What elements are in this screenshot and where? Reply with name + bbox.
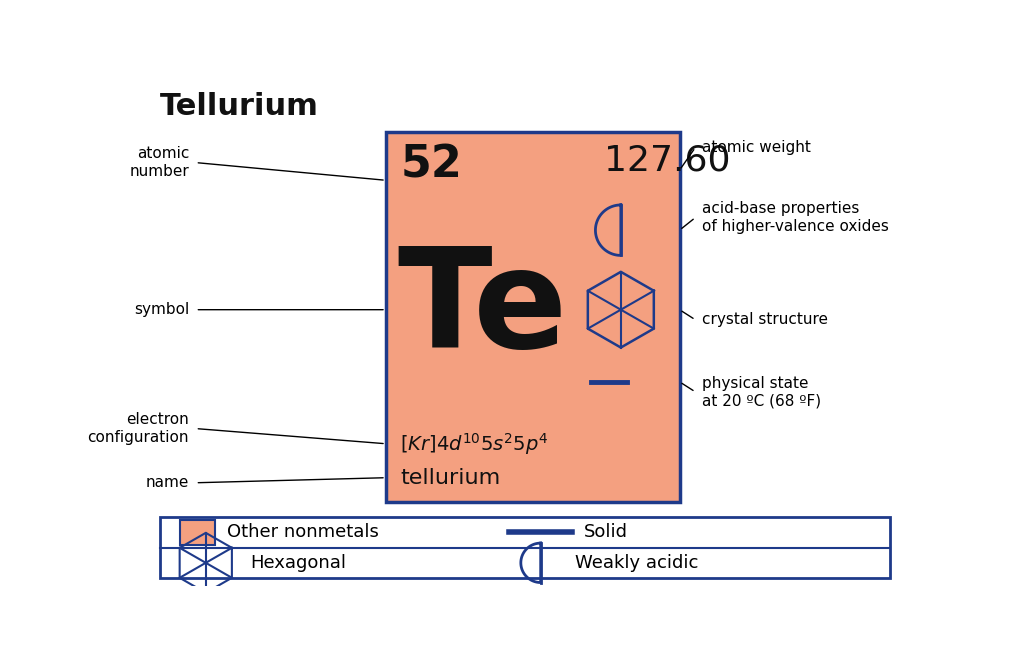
Text: 127.60: 127.60 [604, 143, 731, 177]
FancyBboxPatch shape [179, 520, 215, 545]
Text: Other nonmetals: Other nonmetals [227, 523, 379, 542]
Text: Weakly acidic: Weakly acidic [574, 554, 698, 572]
FancyBboxPatch shape [386, 132, 680, 502]
Text: name: name [145, 475, 189, 490]
FancyBboxPatch shape [160, 517, 890, 578]
Text: electron
configuration: electron configuration [88, 413, 189, 445]
Text: symbol: symbol [134, 302, 189, 317]
Text: Te: Te [397, 242, 568, 377]
Text: 52: 52 [400, 143, 462, 186]
Text: physical state
at 20 ºC (68 ºF): physical state at 20 ºC (68 ºF) [701, 376, 821, 408]
Text: atomic
number: atomic number [129, 146, 189, 179]
Text: Tellurium: Tellurium [160, 91, 318, 120]
Text: Hexagonal: Hexagonal [250, 554, 346, 572]
Text: Solid: Solid [585, 523, 629, 542]
Text: acid-base properties
of higher-valence oxides: acid-base properties of higher-valence o… [701, 201, 889, 234]
Text: atomic weight: atomic weight [701, 140, 811, 155]
Text: tellurium: tellurium [400, 468, 501, 488]
Text: $\mathit{[Kr]4d^{10}5s^{2}5p^{4}}$: $\mathit{[Kr]4d^{10}5s^{2}5p^{4}}$ [400, 431, 549, 457]
Text: crystal structure: crystal structure [701, 313, 827, 327]
